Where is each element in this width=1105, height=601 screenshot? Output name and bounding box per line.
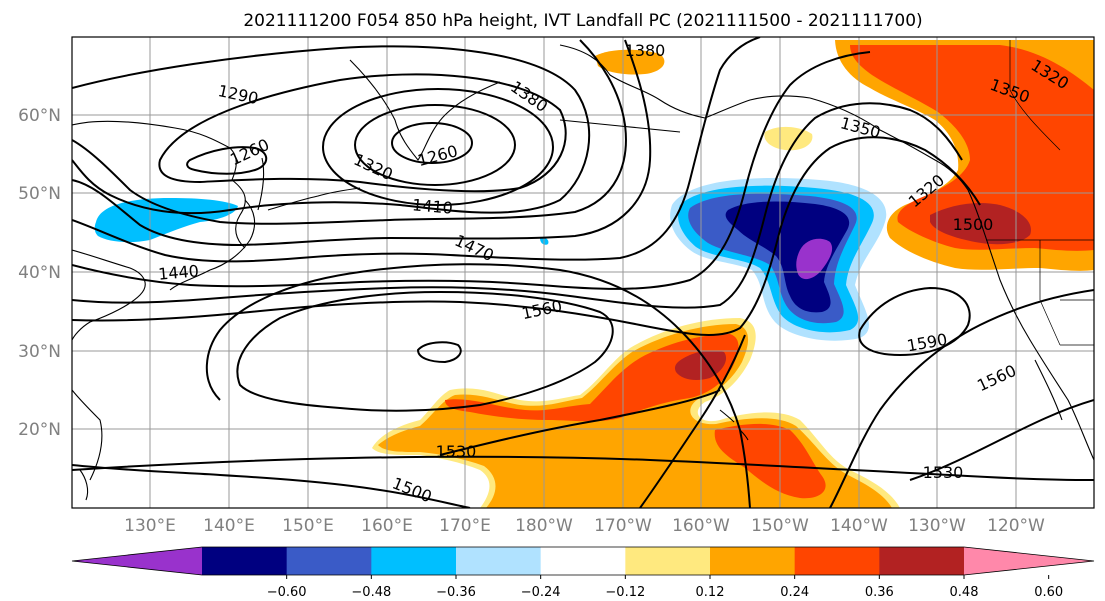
lon-label-150e: 150°E [282,516,334,536]
coastline-asia-north [72,120,237,181]
contour-1380 [72,39,652,247]
latitude-labels: 60°N 50°N 40°N 30°N 20°N [18,106,61,440]
contour-1290 [158,73,567,193]
lat-label-30n: 30°N [18,342,61,362]
colorbar-segment [879,547,965,575]
colorbar-tick-label: −0.36 [436,585,476,600]
coastline-china-south [72,389,103,481]
contour-1470 [72,102,963,309]
contour-low-inner [391,122,473,164]
colorbar-tick-label: 0.36 [865,585,894,600]
contour-small-high [416,341,462,364]
colorbar-segment [625,547,711,575]
contour-1410 [72,37,761,263]
colorbar-extend-low [72,547,202,575]
colorbar-segment [794,547,880,575]
contour-low-1290 [322,88,554,206]
lon-label-170w: 170°W [594,516,652,536]
colorbar-tick-label: −0.48 [351,585,391,600]
lon-label-160w: 160°W [672,516,730,536]
lon-label-140e: 140°E [203,516,255,536]
lon-label-120w: 120°W [987,516,1045,536]
ivt-positive-red-north-america [850,45,1094,251]
contour-1530-outer [205,263,751,508]
lon-label-130w: 130°W [908,516,966,536]
colorbar-segments [71,546,1095,576]
ivt-negative-region-japan-sea [94,198,238,243]
coastline-aleutians [559,119,681,133]
coastline-bering-alaska [559,44,811,119]
coastline-okhotsk-east [231,179,246,249]
longitude-labels: 130°E 140°E 150°E 160°E 170°E 180°W 170°… [124,516,1045,536]
colorbar-tick-label: 0.12 [696,585,725,600]
ivt-positive-darkred-north-america [930,203,1031,245]
lon-label-170e: 170°E [439,516,491,536]
height-contours [72,37,1094,508]
lat-label-40n: 40°N [18,263,61,283]
map-frame [71,36,1095,509]
colorbar-segment [710,547,796,575]
colorbar-tick-label: 0.60 [1034,585,1063,600]
coastline-kuril-islands [267,187,361,211]
figure-title: 2021111200 F054 850 hPa height, IVT Land… [243,11,922,31]
colorbar-ticks: −0.60 −0.48 −0.36 −0.24 −0.12 0.12 0.24 0.36 0.4… [267,575,1063,600]
ivt-negative-core-inner [725,201,850,313]
boundary-us-states [1039,240,1094,346]
colorbar-tick-label: −0.12 [605,585,645,600]
contour-1500-upper [72,136,981,336]
contour-1530-south [72,455,1094,481]
colorbar-segment [286,547,372,575]
coastline-taiwan [79,469,89,501]
lon-label-140w: 140°W [830,516,888,536]
coastline-kamchatka [349,59,501,161]
contour-label: 1500 [953,215,994,234]
colorbar-segment [202,547,288,575]
contour-1560-east [829,289,1094,508]
colorbar-segment [540,547,626,575]
lon-label-160e: 160°E [361,516,413,536]
contour-1560 [236,290,614,412]
coastline-japan [169,199,256,291]
lat-label-60n: 60°N [18,106,61,126]
lat-label-20n: 20°N [18,420,61,440]
lon-label-130e: 130°E [124,516,176,536]
colorbar: −0.60 −0.48 −0.36 −0.24 −0.12 0.12 0.24 0.36 0.4… [71,546,1095,600]
colorbar-tick-label: 0.48 [950,585,979,600]
contour-1590-arc [639,334,746,508]
contour-label: 1410 [411,195,453,217]
lon-label-150w: 150°W [751,516,809,536]
colorbar-segment [456,547,542,575]
colorbar-extend-high [964,547,1094,575]
contour-1590 [858,286,971,357]
colorbar-tick-label: 0.24 [780,585,809,600]
colorbar-outline [71,546,1095,576]
contour-label: 1380 [625,41,666,60]
lon-label-180w: 180°W [515,516,573,536]
contour-1560-ring [909,399,1094,481]
ivt-positive-blob-bering [595,49,665,75]
map-panel: 1380 1290 1380 1320 1350 1260 1260 1350 … [71,36,1095,509]
contour-1530-middle [439,389,721,456]
colorbar-tick-label: −0.24 [521,585,561,600]
ivt-positive-red-subtropical [445,334,739,422]
contour-1260-west [186,146,268,175]
coastline-baja [1034,359,1063,421]
contour-1440 [72,51,871,290]
colorbar-tick-label: −0.60 [267,585,307,600]
political-boundaries [986,40,1094,346]
boundary-alaska-canada [1009,40,1061,151]
contour-1500 [72,464,471,508]
contour-1320 [72,45,591,215]
contour-1350 [72,39,627,225]
coastline-korea-china [72,249,146,341]
colorbar-segment [371,547,457,575]
lat-label-50n: 50°N [18,184,61,204]
contour-label: 1440 [157,261,199,283]
contour-low-1260 [354,104,516,186]
contour-label: 1530 [923,463,964,482]
ivt-negative-minimum [796,238,833,280]
contour-label: 1530 [436,442,477,461]
